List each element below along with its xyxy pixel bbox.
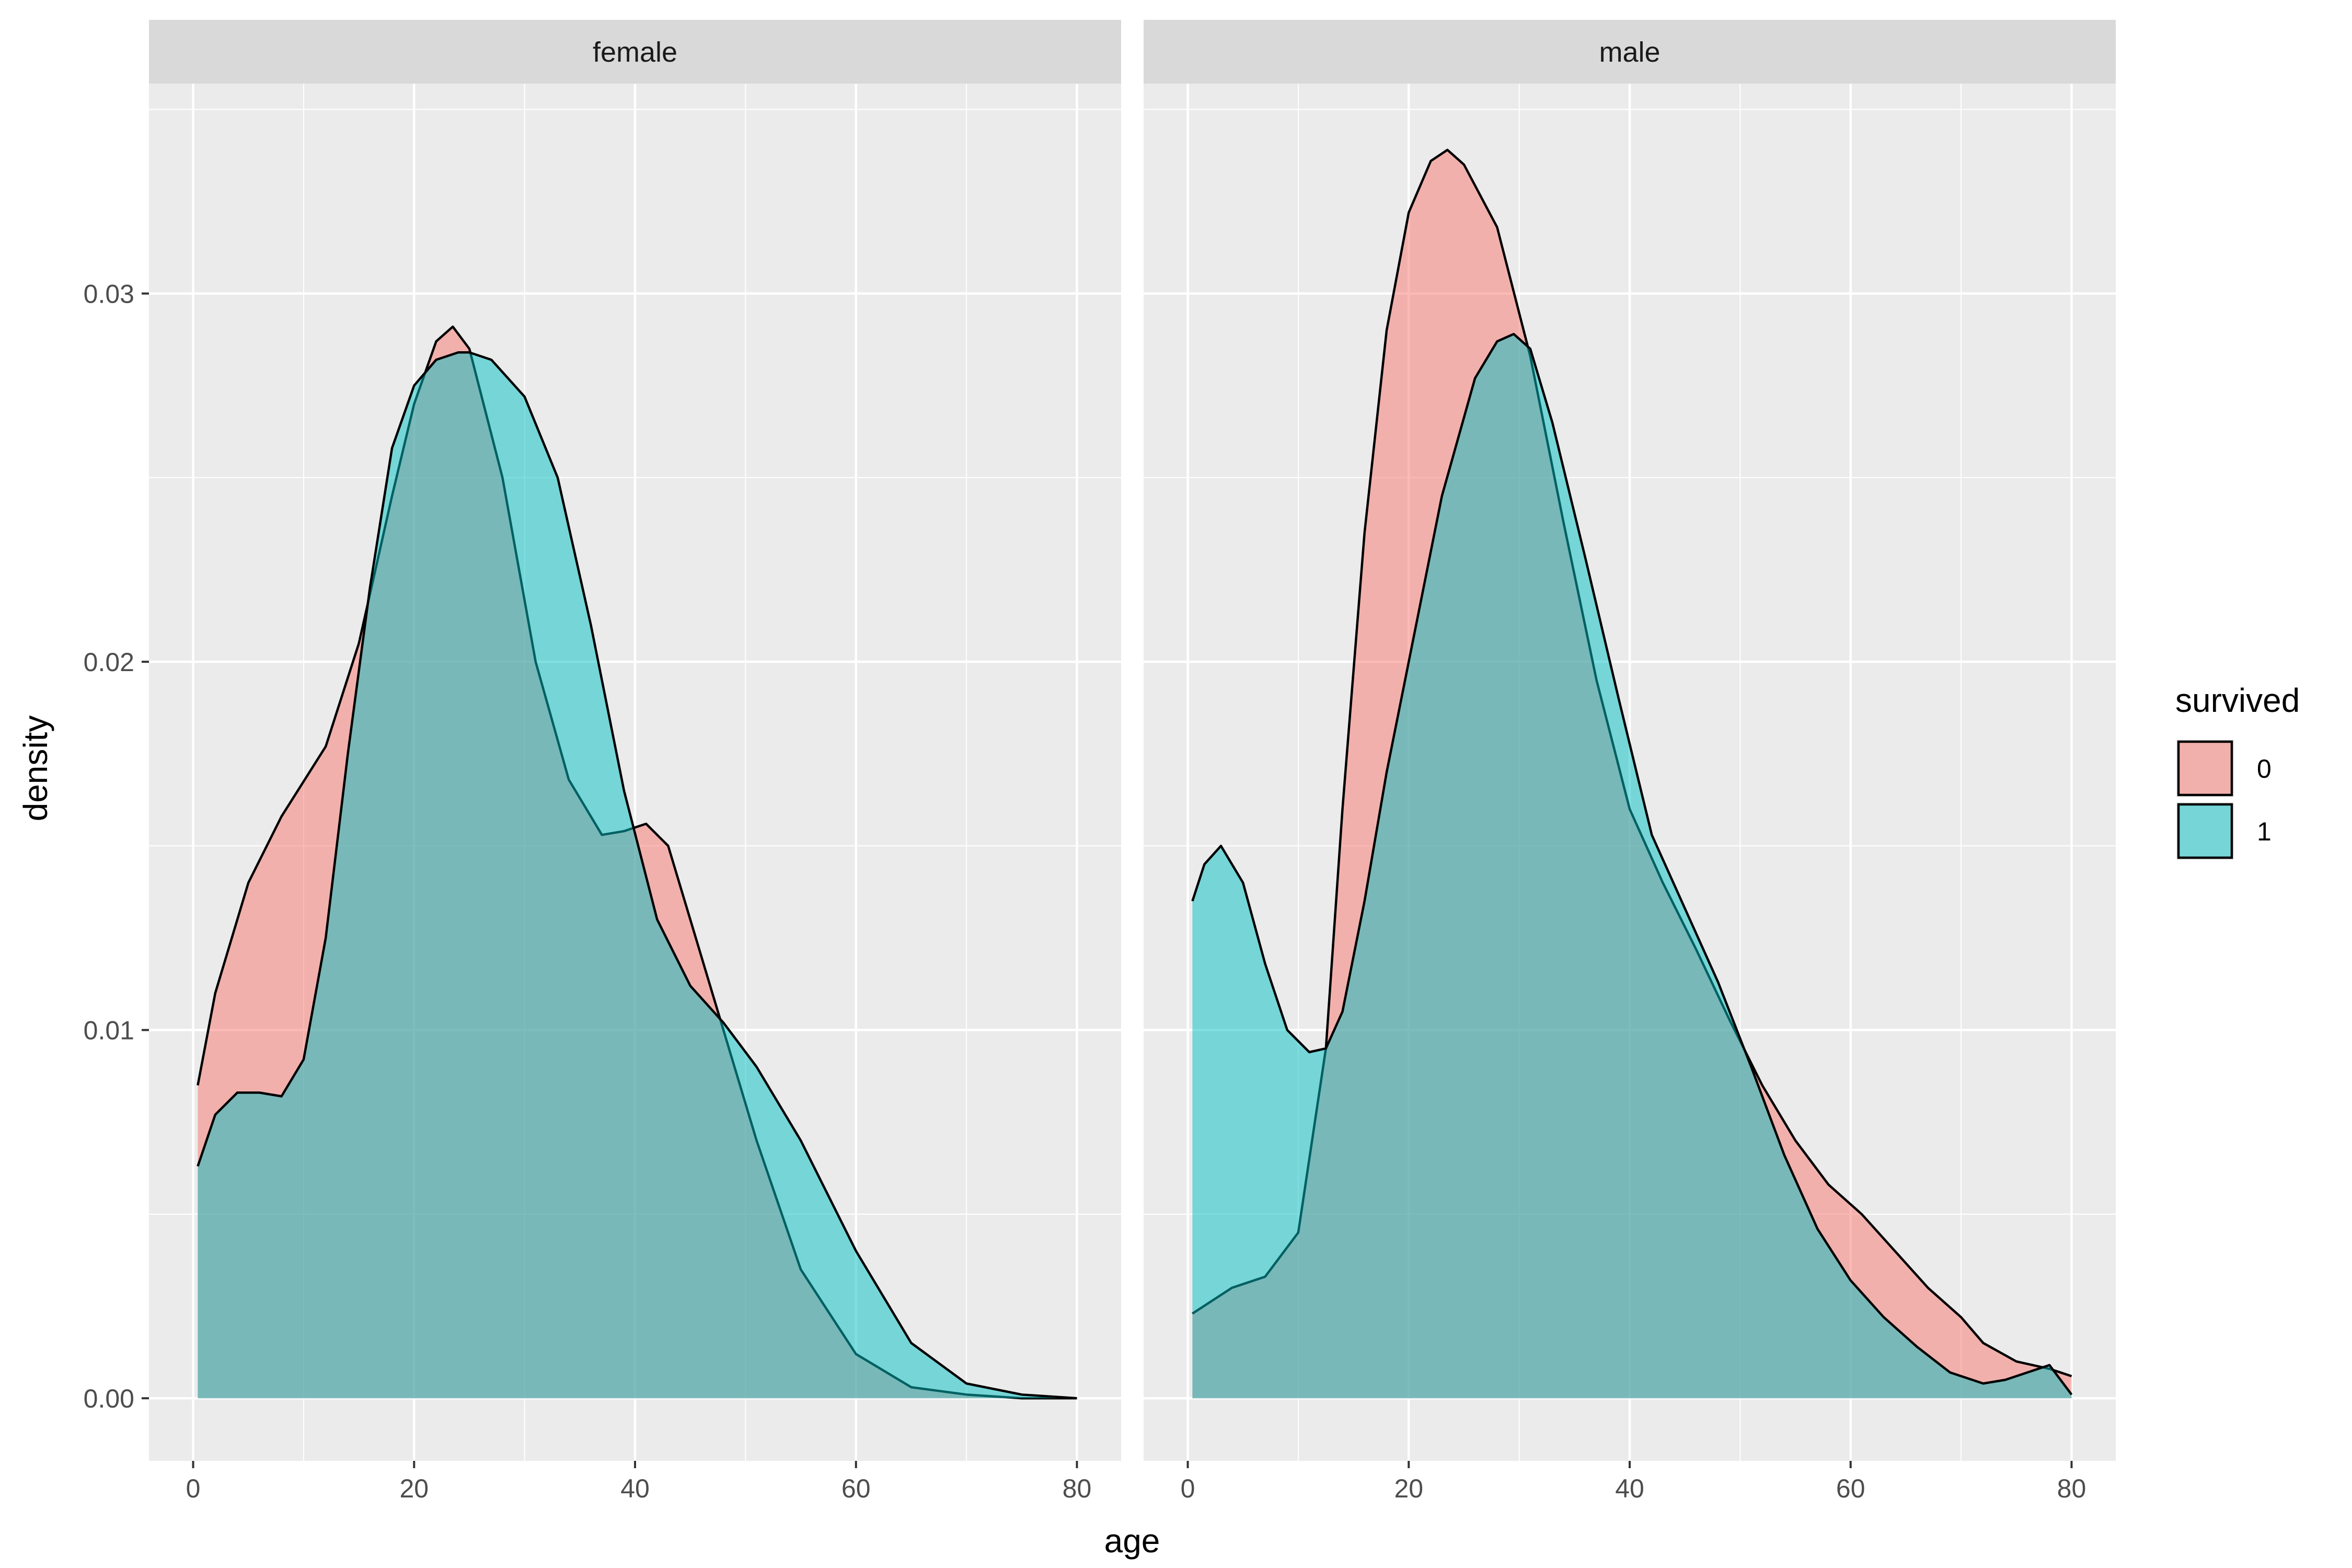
legend-label-1: 1 — [2257, 817, 2272, 846]
x-axis-title: age — [1104, 1522, 1160, 1560]
x-tick-label: 80 — [2057, 1474, 2086, 1503]
x-tick-label: 60 — [841, 1474, 871, 1503]
legend-title: survived — [2175, 682, 2300, 719]
x-tick-label: 80 — [1063, 1474, 1092, 1503]
x-tick-label: 20 — [399, 1474, 429, 1503]
density-line-male-1 — [1191, 332, 2073, 1396]
legend-label-0: 0 — [2257, 754, 2272, 783]
y-tick-label: 0.03 — [84, 280, 134, 309]
y-axis-title: density — [17, 716, 54, 822]
x-tick-label: 40 — [1615, 1474, 1644, 1503]
facet-panel-male: male 0 20 40 60 80 — [1144, 20, 2116, 1503]
x-tick-label: 0 — [186, 1474, 201, 1503]
facet-strip — [149, 20, 1121, 84]
x-tick-label: 20 — [1394, 1474, 1423, 1503]
y-tick-label: 0.00 — [84, 1384, 134, 1413]
legend-key-1 — [2177, 803, 2233, 859]
density-area-female-1 — [198, 352, 1077, 1399]
facet-strip-label: male — [1599, 37, 1660, 68]
facet-strip — [1144, 20, 2116, 84]
facet-panels: female 0 20 40 60 80 0.00 0.01 0.02 0.03 male 0 20 40… — [84, 20, 2116, 1503]
density-area-male-1 — [1192, 334, 2072, 1399]
x-tick-label: 60 — [1836, 1474, 1865, 1503]
x-tick-label: 0 — [1181, 1474, 1195, 1503]
density-line-female-1 — [197, 351, 1077, 1400]
facet-panel-female: female 0 20 40 60 80 0.00 0.01 0.02 0.03 — [84, 20, 1121, 1503]
y-tick-label: 0.01 — [84, 1016, 134, 1045]
x-tick-label: 40 — [620, 1474, 650, 1503]
legend: survived 0 1 — [2175, 682, 2300, 860]
y-tick-label: 0.02 — [84, 648, 134, 677]
legend-key-0 — [2177, 740, 2233, 797]
facet-strip-label: female — [593, 37, 677, 68]
